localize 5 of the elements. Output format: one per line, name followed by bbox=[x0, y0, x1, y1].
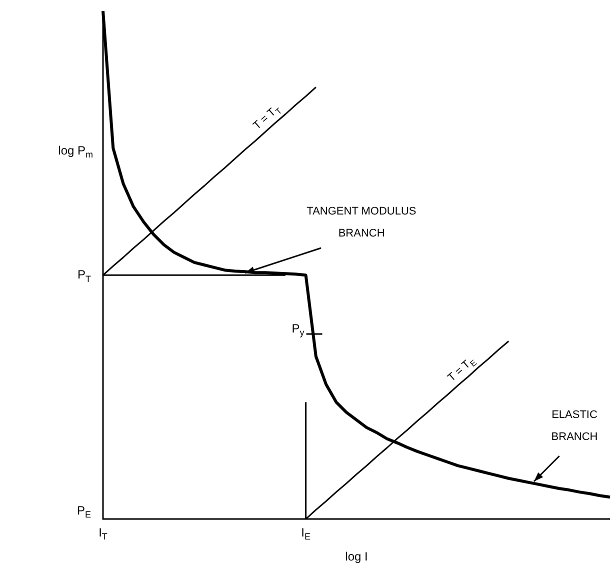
annotation: TANGENT MODULUS BRANCH bbox=[306, 206, 416, 240]
text: T = TT bbox=[251, 106, 284, 132]
annotation: ELASTIC BRANCH bbox=[551, 408, 598, 443]
x-axis-title: log I bbox=[345, 549, 368, 564]
text: T = TE bbox=[446, 358, 480, 384]
